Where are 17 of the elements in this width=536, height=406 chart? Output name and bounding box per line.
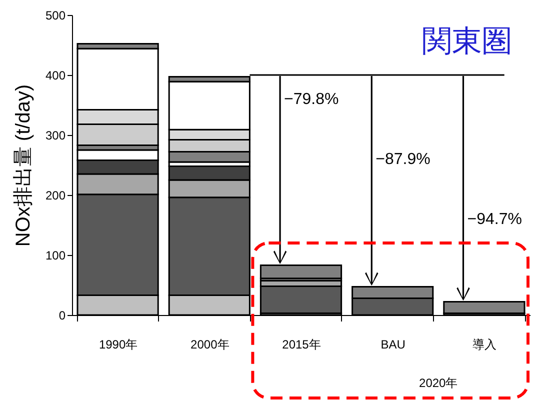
y-tick-label: 200	[45, 188, 66, 202]
annotation: −79.8%	[284, 91, 339, 109]
y-tick-label: 0	[58, 308, 66, 322]
x-tick-label: 2015年	[282, 338, 321, 352]
y-axis-title: NOx排出量 (t/day)	[12, 84, 34, 247]
x-tick-label: 1990年	[98, 338, 138, 352]
annotation: −87.9%	[376, 151, 430, 169]
annotation: −94.7%	[467, 211, 522, 229]
y-tick-label: 100	[45, 248, 66, 262]
text: 2020年	[419, 375, 458, 392]
y-tick-label: 300	[45, 128, 66, 142]
x-tick-label: BAU	[380, 338, 406, 352]
y-tick-label: 500	[45, 8, 66, 22]
x-tick-label: 2000年	[190, 338, 230, 352]
y-tick-label: 400	[45, 68, 66, 82]
x-tick-label: 導入	[472, 338, 497, 352]
annotation: 関東圏	[422, 24, 512, 60]
